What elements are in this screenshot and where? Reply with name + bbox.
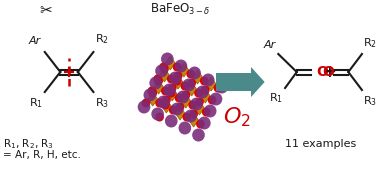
Circle shape	[157, 96, 170, 109]
Circle shape	[202, 107, 211, 116]
Circle shape	[175, 93, 183, 102]
Polygon shape	[166, 56, 175, 70]
Circle shape	[173, 62, 181, 72]
Text: R$_1$: R$_1$	[29, 96, 43, 110]
Circle shape	[142, 98, 150, 107]
Polygon shape	[179, 63, 189, 77]
Polygon shape	[200, 89, 210, 103]
Polygon shape	[154, 80, 163, 94]
Polygon shape	[206, 77, 216, 91]
Circle shape	[196, 119, 205, 129]
Circle shape	[149, 88, 157, 98]
Polygon shape	[189, 113, 198, 127]
Circle shape	[190, 98, 203, 110]
Polygon shape	[193, 70, 202, 84]
Text: Ar: Ar	[29, 36, 41, 46]
Circle shape	[187, 79, 196, 87]
Polygon shape	[160, 68, 169, 82]
Circle shape	[155, 98, 164, 107]
Circle shape	[174, 72, 183, 81]
Text: R$_2$: R$_2$	[363, 36, 377, 50]
Circle shape	[163, 84, 176, 96]
Polygon shape	[167, 87, 177, 101]
Polygon shape	[175, 106, 185, 120]
Text: 11 examples: 11 examples	[285, 139, 357, 149]
Circle shape	[202, 73, 215, 87]
Circle shape	[194, 88, 203, 98]
Circle shape	[159, 62, 168, 72]
Circle shape	[200, 76, 209, 85]
Text: O: O	[316, 65, 328, 79]
Circle shape	[165, 115, 178, 127]
Circle shape	[184, 110, 197, 122]
Circle shape	[169, 72, 181, 84]
Circle shape	[198, 116, 211, 130]
Text: ✂: ✂	[39, 3, 52, 18]
Circle shape	[167, 75, 176, 84]
Circle shape	[168, 84, 177, 93]
Circle shape	[151, 107, 164, 121]
Circle shape	[181, 90, 190, 99]
Circle shape	[183, 79, 195, 92]
Text: = Ar, R, H, etc.: = Ar, R, H, etc.	[3, 150, 81, 160]
Text: Ar: Ar	[264, 40, 276, 50]
Circle shape	[192, 129, 205, 141]
Circle shape	[153, 75, 162, 84]
Circle shape	[171, 102, 183, 116]
Circle shape	[144, 88, 156, 101]
Polygon shape	[181, 94, 191, 108]
Circle shape	[188, 67, 201, 79]
Circle shape	[160, 64, 169, 73]
Circle shape	[183, 113, 191, 121]
Circle shape	[161, 87, 170, 96]
Polygon shape	[187, 82, 197, 96]
Circle shape	[196, 85, 209, 98]
Circle shape	[175, 59, 187, 73]
Circle shape	[189, 110, 198, 118]
Circle shape	[178, 121, 191, 135]
Polygon shape	[161, 99, 171, 113]
Polygon shape	[148, 92, 158, 106]
Polygon shape	[195, 101, 204, 115]
Circle shape	[147, 87, 156, 96]
Text: R$_1$: R$_1$	[269, 91, 283, 105]
Polygon shape	[173, 75, 183, 89]
Circle shape	[176, 102, 184, 112]
Circle shape	[214, 84, 222, 93]
Circle shape	[155, 64, 168, 78]
Circle shape	[210, 93, 222, 105]
Circle shape	[188, 101, 197, 110]
Circle shape	[167, 88, 176, 98]
Circle shape	[155, 113, 164, 121]
Text: R$_3$: R$_3$	[95, 96, 110, 110]
Circle shape	[195, 98, 204, 107]
Text: R$_3$: R$_3$	[363, 94, 377, 108]
Text: BaFeO$_{3-\delta}$: BaFeO$_{3-\delta}$	[150, 2, 210, 17]
Circle shape	[201, 85, 210, 95]
Circle shape	[138, 101, 150, 113]
Circle shape	[169, 105, 178, 115]
Circle shape	[180, 81, 189, 90]
Circle shape	[149, 76, 162, 90]
Circle shape	[154, 76, 163, 85]
Circle shape	[177, 90, 189, 104]
Text: R$_2$: R$_2$	[95, 32, 109, 46]
Circle shape	[161, 53, 174, 65]
Text: +: +	[322, 63, 336, 81]
Text: $O_2$: $O_2$	[223, 105, 250, 129]
Polygon shape	[216, 67, 265, 97]
Circle shape	[173, 76, 181, 85]
Circle shape	[204, 104, 217, 118]
Circle shape	[215, 81, 228, 93]
Circle shape	[186, 70, 195, 79]
Circle shape	[162, 96, 171, 104]
Circle shape	[208, 96, 217, 104]
Text: R$_1$, R$_2$, R$_3$: R$_1$, R$_2$, R$_3$	[3, 137, 54, 151]
Text: O: O	[322, 65, 334, 79]
Circle shape	[161, 101, 170, 110]
